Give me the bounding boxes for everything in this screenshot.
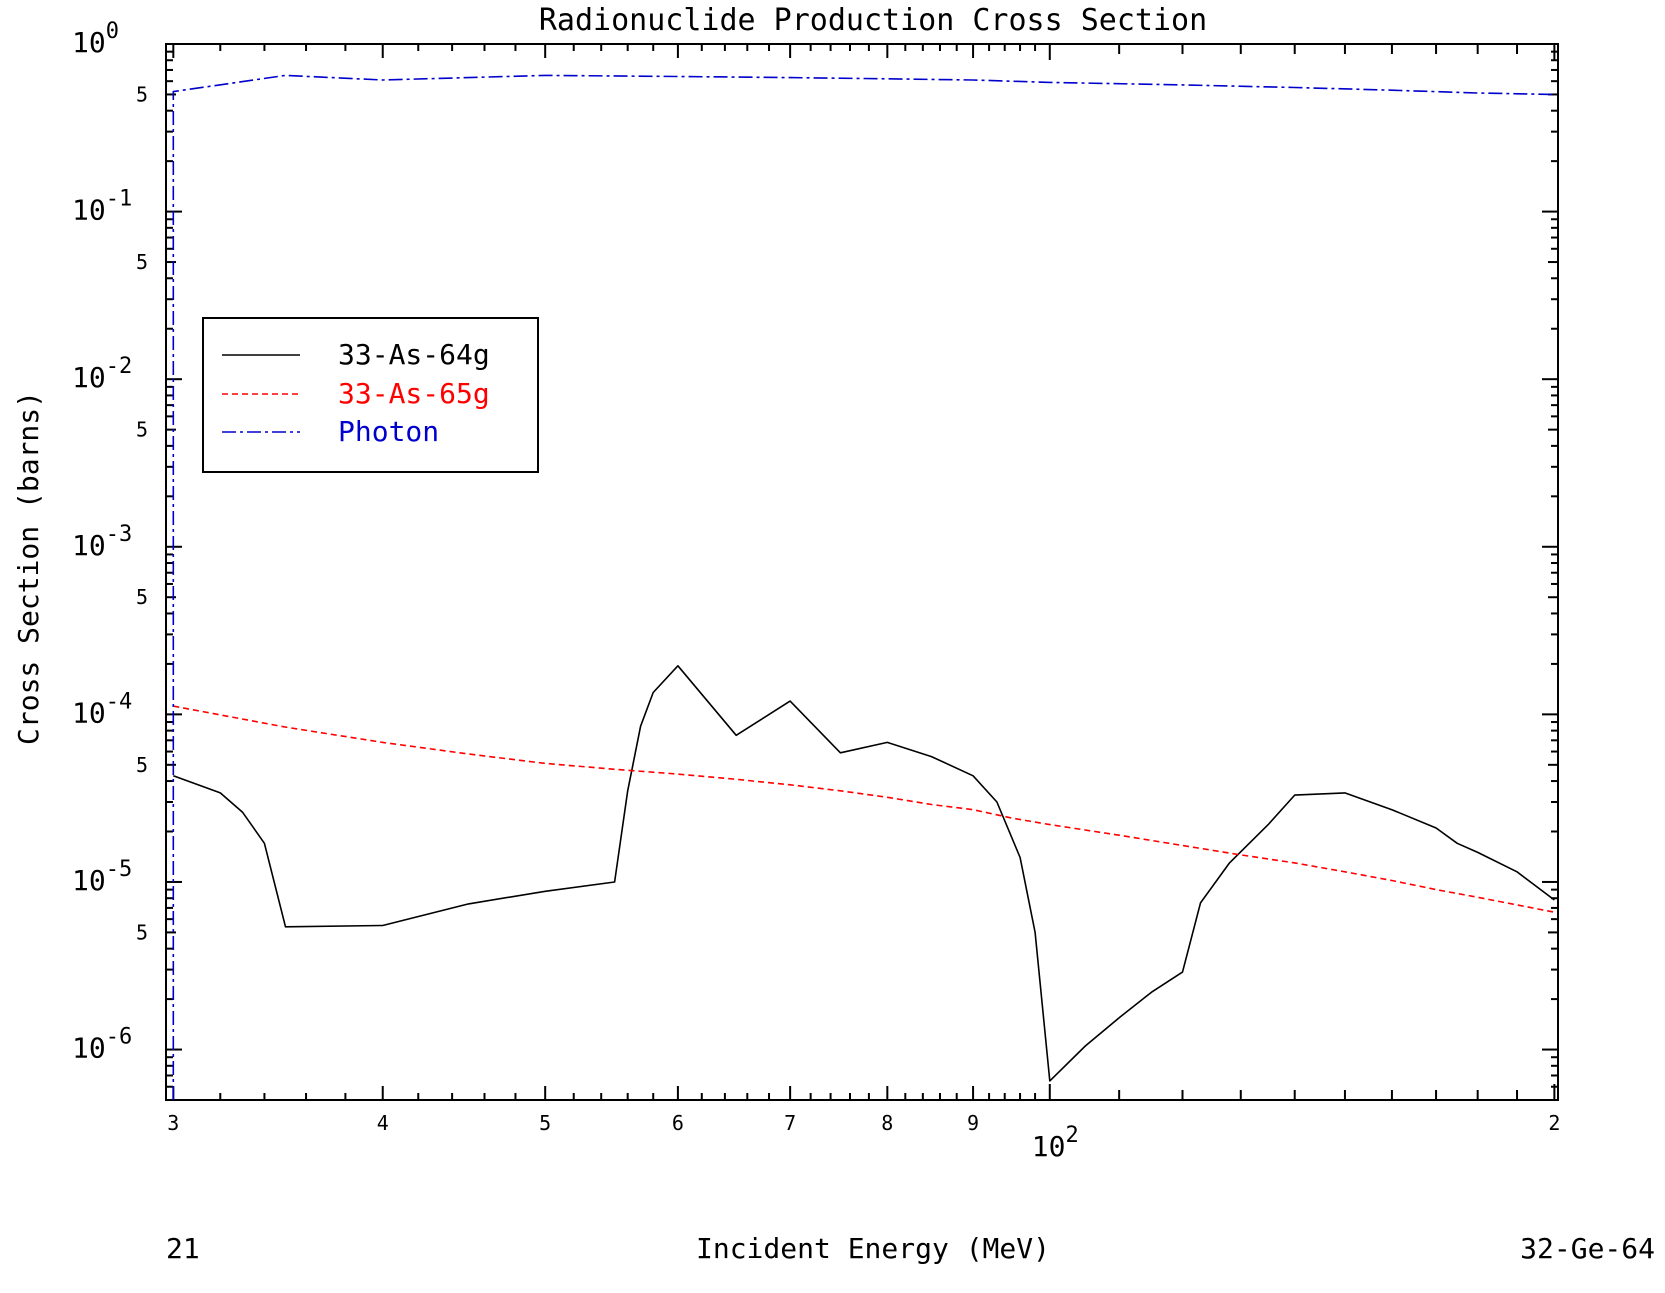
series-line-0 bbox=[173, 664, 1555, 1082]
axis-ticks bbox=[166, 43, 1558, 1101]
y-five-label: 5 bbox=[136, 250, 148, 274]
x-tick-label: 6 bbox=[672, 1111, 684, 1135]
y-decade-label: 100 bbox=[72, 19, 119, 59]
legend-label-as65g: 33-As-65g bbox=[338, 377, 490, 410]
y-five-label: 5 bbox=[136, 753, 148, 777]
y-decade-label: 10-2 bbox=[72, 354, 132, 394]
y-five-label: 5 bbox=[136, 418, 148, 442]
x-decade-label: 102 bbox=[1032, 1123, 1079, 1163]
y-decade-label: 10-3 bbox=[72, 522, 132, 562]
x-tick-label: 4 bbox=[377, 1111, 389, 1135]
y-axis-label: Cross Section (barns) bbox=[12, 391, 45, 745]
y-five-label: 5 bbox=[136, 920, 148, 944]
y-decade-label: 10-4 bbox=[72, 689, 132, 729]
x-tick-label: 9 bbox=[967, 1111, 979, 1135]
x-tick-label: 3 bbox=[167, 1111, 179, 1135]
y-tick-labels: 100 10-1 10-2 10-3 10-4 10-5 10-6 5 5 5 5 5 5 bbox=[72, 19, 148, 1065]
legend: 33-As-64g 33-As-65g Photon bbox=[202, 317, 539, 473]
legend-box bbox=[202, 317, 539, 473]
y-five-label: 5 bbox=[136, 82, 148, 106]
x-tick-labels: 3 4 5 6 7 8 9 2 102 bbox=[167, 1111, 1560, 1163]
series-line-1 bbox=[173, 705, 1555, 913]
y-decade-label: 10-5 bbox=[72, 857, 132, 897]
plot-frame bbox=[165, 43, 1559, 1101]
x-tick-label: 8 bbox=[881, 1111, 893, 1135]
footer-left-label: 21 bbox=[166, 1232, 200, 1265]
y-five-label: 5 bbox=[136, 585, 148, 609]
x-tick-label: 5 bbox=[539, 1111, 551, 1135]
footer-right-label: 32-Ge-64 bbox=[1520, 1232, 1655, 1265]
x-axis-label: Incident Energy (MeV) bbox=[696, 1232, 1050, 1265]
x-tick-label: 7 bbox=[784, 1111, 796, 1135]
chart-title: Radionuclide Production Cross Section bbox=[539, 3, 1207, 38]
legend-label-photon: Photon bbox=[338, 415, 439, 448]
series-line-2 bbox=[172, 74, 1555, 1100]
legend-label-as64g: 33-As-64g bbox=[338, 338, 490, 371]
x-tick-label: 2 bbox=[1548, 1111, 1560, 1135]
series-lines bbox=[172, 74, 1555, 1100]
y-decade-label: 10-1 bbox=[72, 187, 132, 227]
y-decade-label: 10-6 bbox=[72, 1025, 132, 1065]
